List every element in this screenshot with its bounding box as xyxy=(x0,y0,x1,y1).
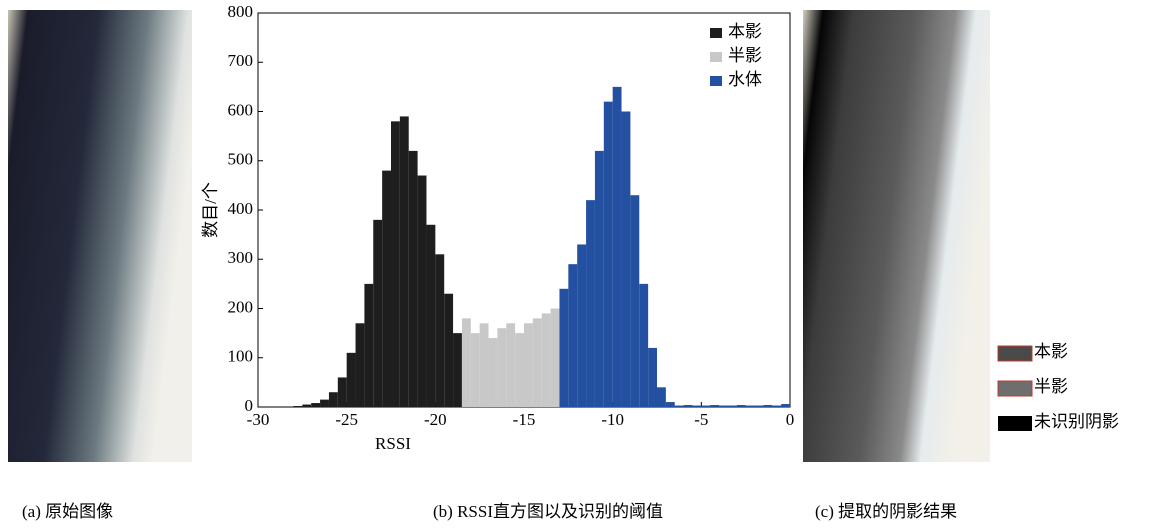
bar xyxy=(399,116,409,408)
bar xyxy=(444,293,454,407)
y-tick-label: 800 xyxy=(228,2,254,21)
bar xyxy=(577,244,587,407)
caption: (a) 原始图像 xyxy=(22,502,113,521)
bar xyxy=(754,405,764,407)
bar xyxy=(453,333,462,407)
x-tick-label: -30 xyxy=(247,410,270,429)
bar xyxy=(612,86,622,407)
legend-swatch xyxy=(998,416,1032,431)
bar xyxy=(382,170,391,407)
bar xyxy=(621,111,631,407)
legend-label: 水体 xyxy=(728,70,762,89)
x-axis-label: RSSI xyxy=(375,434,411,453)
bar xyxy=(648,347,657,407)
bar xyxy=(550,308,560,407)
legend-label: 半影 xyxy=(728,46,762,65)
legend-label: 本影 xyxy=(728,22,762,41)
bar xyxy=(488,338,498,407)
bar xyxy=(417,175,427,407)
x-tick-label: -15 xyxy=(513,410,536,429)
bar xyxy=(727,405,737,407)
bar xyxy=(479,323,489,407)
bar xyxy=(586,200,595,407)
bar xyxy=(594,150,604,407)
legend-label: 未识别阴影 xyxy=(1034,412,1119,431)
bar xyxy=(541,313,551,407)
y-tick-label: 700 xyxy=(228,51,254,70)
bar xyxy=(337,377,347,407)
bar xyxy=(435,254,445,407)
legend-swatch xyxy=(710,28,722,38)
bar xyxy=(426,224,436,407)
x-tick-label: -25 xyxy=(335,410,358,429)
y-tick-label: 100 xyxy=(228,347,254,366)
bar xyxy=(692,405,702,407)
bar xyxy=(391,121,400,407)
y-tick-label: 300 xyxy=(228,248,254,267)
bar xyxy=(515,333,524,407)
bar xyxy=(674,405,684,407)
bar xyxy=(630,195,640,407)
bar xyxy=(532,318,542,407)
bar xyxy=(470,333,480,407)
legend-swatch xyxy=(997,345,1033,362)
caption: (b) RSSI直方图以及识别的阈值 xyxy=(433,502,663,521)
bar xyxy=(772,405,782,407)
bar xyxy=(781,404,790,407)
legend-swatch xyxy=(997,380,1033,397)
legend-swatch xyxy=(710,52,722,62)
bar xyxy=(639,283,649,407)
bar xyxy=(293,406,303,407)
bar xyxy=(355,323,365,407)
y-tick-label: 400 xyxy=(228,199,254,218)
bar xyxy=(320,399,329,407)
bar xyxy=(506,323,516,407)
bar xyxy=(763,405,773,407)
legend-label: 本影 xyxy=(1034,342,1068,361)
bar xyxy=(665,402,675,407)
y-tick-label: 0 xyxy=(245,396,254,415)
bar xyxy=(559,288,569,407)
y-tick-label: 500 xyxy=(228,150,254,169)
bar xyxy=(568,264,578,407)
result-image xyxy=(803,10,990,462)
bar xyxy=(461,318,471,407)
bar xyxy=(497,328,507,407)
bar xyxy=(524,323,533,407)
y-axis-label: 数目/个 xyxy=(201,182,220,238)
x-tick-label: -5 xyxy=(694,410,708,429)
bar xyxy=(603,101,613,408)
bar xyxy=(745,405,755,407)
bar xyxy=(719,405,728,407)
y-tick-label: 200 xyxy=(228,297,254,316)
legend-swatch xyxy=(710,76,722,86)
bar xyxy=(311,403,321,407)
x-tick-label: -10 xyxy=(601,410,624,429)
bar xyxy=(328,392,338,407)
bar xyxy=(408,150,418,407)
bar xyxy=(346,352,356,407)
bar xyxy=(701,405,711,407)
bar xyxy=(657,387,666,407)
bar xyxy=(373,219,383,407)
y-tick-label: 600 xyxy=(228,100,254,119)
legend-label: 半影 xyxy=(1034,377,1068,396)
bar xyxy=(683,405,693,407)
bar xyxy=(364,283,374,407)
x-tick-label: -20 xyxy=(424,410,447,429)
bar xyxy=(736,405,746,407)
original-image xyxy=(8,10,192,462)
bar xyxy=(710,405,720,407)
x-tick-label: 0 xyxy=(786,410,795,429)
caption: (c) 提取的阴影结果 xyxy=(815,502,957,521)
bar xyxy=(302,404,312,407)
